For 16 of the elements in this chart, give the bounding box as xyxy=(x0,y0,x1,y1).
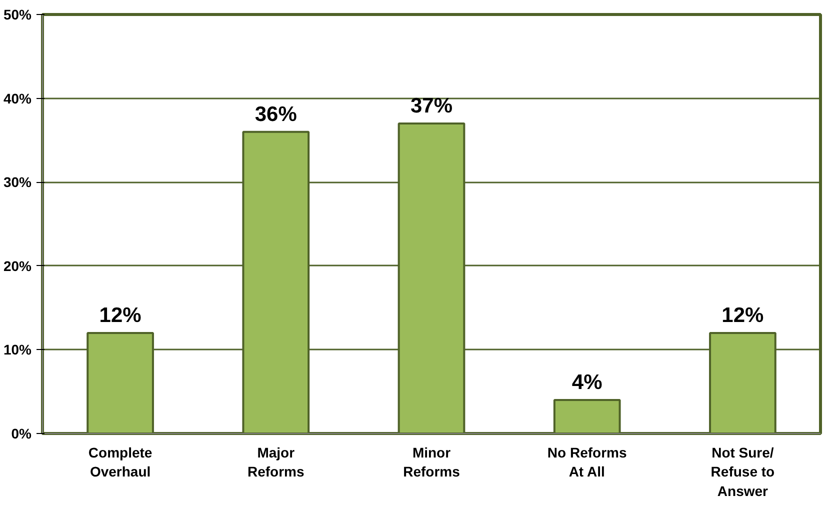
x-tick-label: Minor Reforms xyxy=(403,444,460,480)
data-label: 4% xyxy=(572,370,603,394)
x-tick-label: No Reforms At All xyxy=(547,444,627,480)
y-tick-label: 50% xyxy=(3,6,32,22)
y-tick-label: 20% xyxy=(3,258,32,274)
data-label: 12% xyxy=(722,304,764,327)
data-label: 36% xyxy=(254,102,298,126)
y-tick-label: 30% xyxy=(3,174,32,190)
x-tick-label: Major Reforms xyxy=(248,444,305,480)
y-tick-label: 40% xyxy=(3,90,32,106)
x-tick-label: Complete Overhaul xyxy=(88,444,152,480)
x-tick-label: Not Sure/ Refuse to Answer xyxy=(710,444,775,499)
y-tick-label: 10% xyxy=(3,342,32,358)
y-tick-label: 0% xyxy=(11,426,32,442)
data-label: 37% xyxy=(410,94,453,118)
data-label: 12% xyxy=(99,304,142,327)
